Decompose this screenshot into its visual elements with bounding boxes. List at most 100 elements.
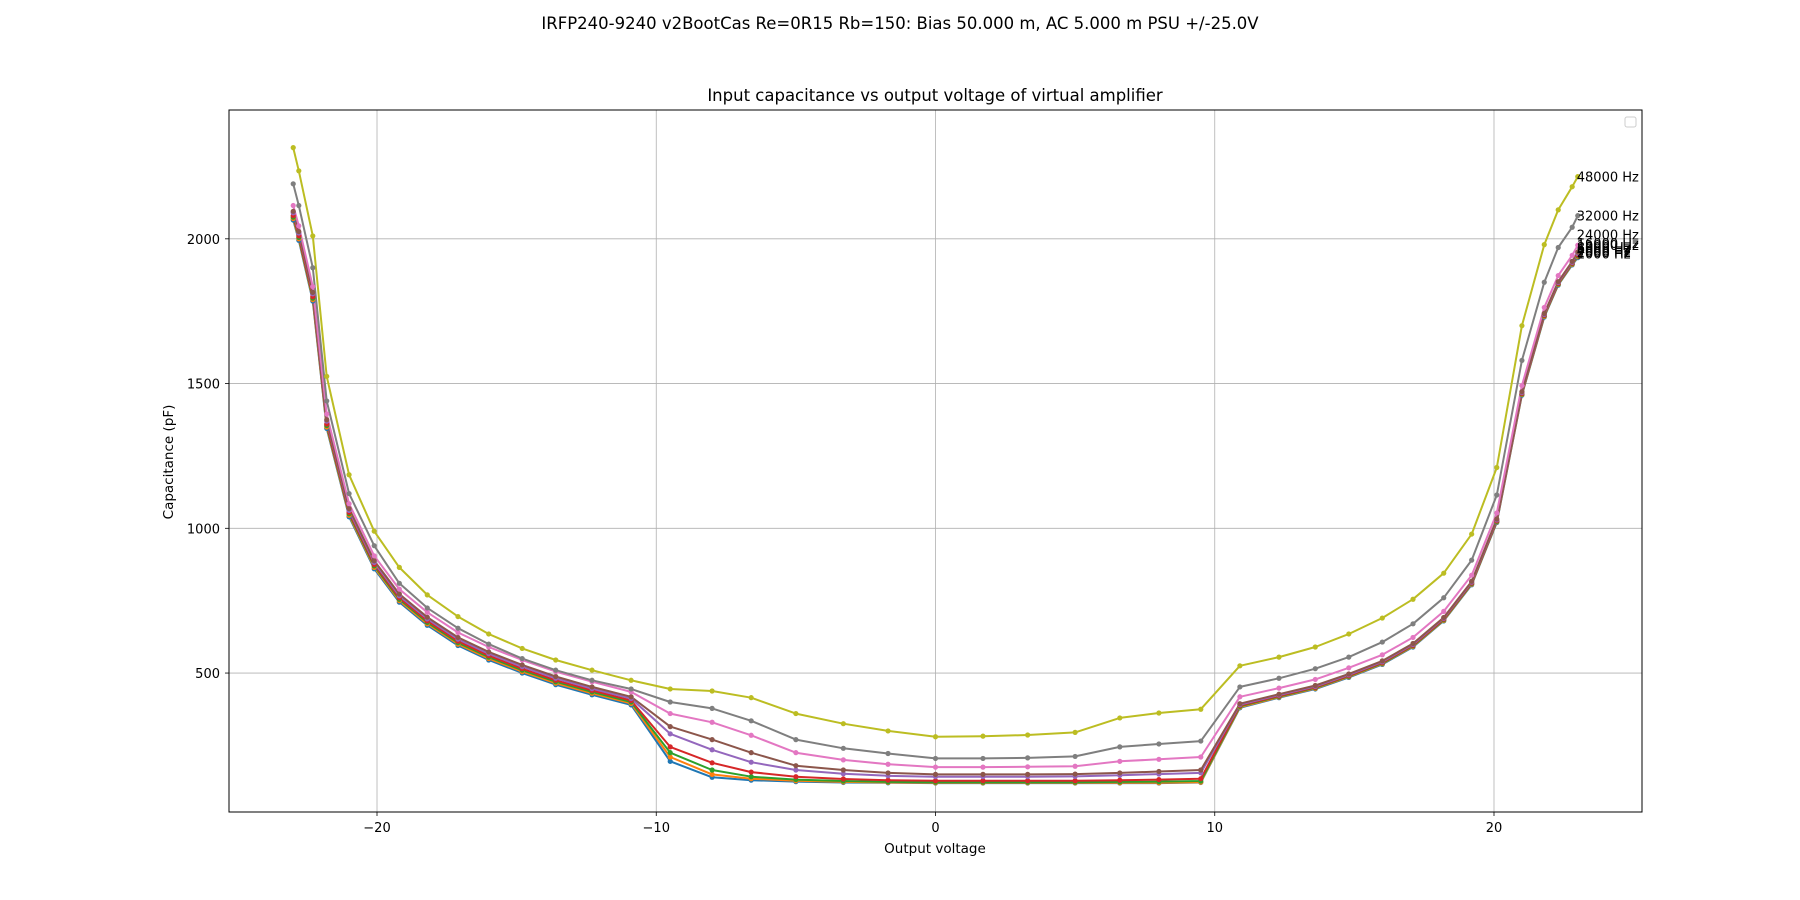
data-point — [1541, 304, 1547, 311]
data-point — [589, 684, 595, 690]
data-point — [1276, 675, 1282, 681]
data-point — [1575, 213, 1581, 219]
data-point — [519, 662, 525, 668]
data-point — [310, 233, 316, 239]
data-point — [1346, 665, 1352, 671]
data-point — [1072, 771, 1078, 777]
data-point — [486, 631, 492, 637]
data-point — [553, 667, 559, 673]
data-point — [1569, 252, 1575, 258]
data-point — [346, 490, 352, 497]
data-point — [290, 208, 296, 214]
data-point — [1276, 691, 1282, 697]
data-point — [709, 747, 715, 753]
data-point — [424, 614, 430, 620]
data-point — [296, 202, 302, 209]
data-point — [1025, 764, 1031, 770]
data-point — [980, 771, 986, 777]
data-point — [1117, 758, 1123, 764]
data-point — [296, 228, 302, 235]
data-point — [553, 673, 559, 680]
data-point — [709, 771, 715, 777]
data-point — [667, 754, 673, 760]
data-point — [793, 774, 799, 780]
data-point — [371, 543, 377, 549]
data-point — [932, 771, 939, 777]
data-point — [840, 776, 846, 782]
y-tick-label: 500 — [195, 667, 220, 682]
data-point — [1025, 732, 1031, 738]
data-point — [885, 728, 891, 734]
data-point — [1555, 244, 1561, 251]
data-point — [1575, 173, 1581, 180]
data-point — [553, 657, 559, 663]
data-point — [709, 760, 715, 766]
data-point — [1575, 249, 1581, 255]
data-point — [519, 645, 525, 652]
series-end-label: 2000 Hz — [1577, 246, 1631, 261]
data-point — [1346, 654, 1352, 660]
data-point — [324, 411, 330, 417]
data-point — [885, 750, 891, 757]
data-point — [793, 710, 799, 717]
data-point — [1276, 654, 1282, 660]
data-point — [371, 528, 377, 534]
data-point — [667, 710, 673, 717]
data-point — [1494, 510, 1500, 516]
x-tick-label: 10 — [1206, 821, 1223, 836]
data-point — [290, 202, 296, 209]
data-point — [1346, 671, 1352, 677]
series-end-label: 8000 Hz — [1577, 241, 1631, 256]
data-point — [1541, 310, 1547, 317]
data-point — [1025, 755, 1031, 761]
data-point — [840, 767, 846, 773]
data-point — [980, 778, 986, 784]
series-markers — [290, 208, 1581, 777]
data-point — [1312, 644, 1318, 650]
y-axis-label: Capacitance (pF) — [161, 405, 177, 520]
data-point — [310, 283, 316, 290]
legend-box — [1624, 116, 1637, 128]
data-point — [1198, 767, 1204, 773]
data-point — [748, 769, 754, 775]
data-point — [1519, 323, 1525, 329]
data-point — [424, 592, 430, 598]
data-point — [667, 744, 673, 750]
data-point — [980, 733, 986, 739]
x-tick-label: 20 — [1486, 821, 1503, 836]
data-point — [1117, 777, 1123, 783]
data-point — [1379, 652, 1385, 658]
data-point — [1072, 778, 1078, 784]
data-point — [1410, 640, 1416, 647]
data-point — [748, 774, 754, 780]
series-end-label: 32000 Hz — [1577, 210, 1639, 225]
data-point — [885, 777, 891, 783]
data-point — [1276, 685, 1282, 691]
x-tick-label: −20 — [363, 821, 390, 836]
data-point — [371, 558, 377, 564]
data-point — [1072, 753, 1078, 760]
data-point — [1117, 744, 1123, 750]
data-point — [793, 750, 799, 756]
data-point — [1410, 596, 1416, 602]
data-point — [1519, 382, 1525, 389]
data-point — [932, 778, 939, 784]
data-point — [667, 699, 673, 705]
data-point — [628, 677, 634, 683]
ticks: −20 −10 0 10 20 500 1000 1500 2000 — [187, 233, 1502, 836]
data-point — [709, 688, 715, 694]
data-point — [1569, 258, 1575, 265]
data-point — [424, 605, 430, 611]
data-point — [1379, 615, 1385, 621]
data-point — [793, 763, 799, 769]
series-end-label: 1000 Hz — [1577, 247, 1631, 262]
data-point — [1237, 694, 1243, 700]
data-point — [1469, 578, 1475, 584]
data-point — [1469, 531, 1475, 537]
data-point — [1237, 663, 1243, 669]
data-point — [793, 767, 799, 773]
data-point — [1198, 738, 1204, 744]
data-point — [1410, 634, 1416, 641]
data-point — [1117, 770, 1123, 776]
data-point — [1541, 279, 1547, 285]
